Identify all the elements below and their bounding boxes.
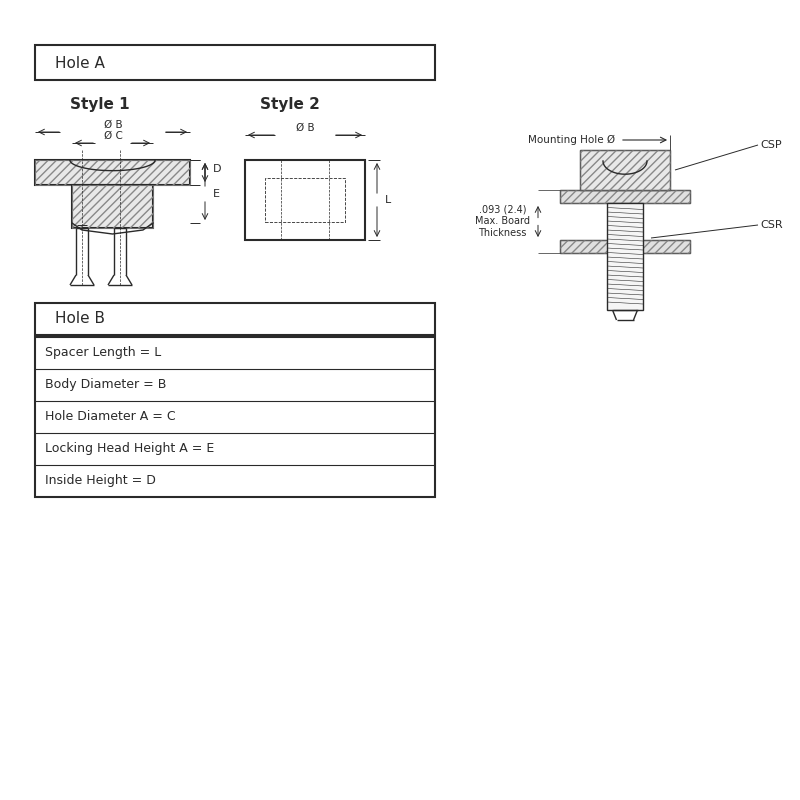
Text: Hole A: Hole A	[55, 57, 105, 71]
Text: Style 2: Style 2	[260, 98, 320, 113]
Text: .093 (2.4)
Max. Board
Thickness: .093 (2.4) Max. Board Thickness	[475, 205, 530, 238]
Bar	[35, 45, 435, 80]
Text: E: E	[213, 189, 220, 199]
Text: L: L	[385, 195, 391, 205]
Bar	[580, 150, 670, 190]
Bar	[580, 150, 670, 190]
Bar	[35, 160, 190, 185]
Bar	[560, 190, 690, 203]
Bar	[72, 185, 153, 228]
Text: Locking Head Height A = E: Locking Head Height A = E	[45, 442, 214, 455]
Bar	[265, 178, 345, 222]
Text: CSR: CSR	[760, 220, 782, 230]
Text: Ø B: Ø B	[296, 123, 314, 133]
Bar	[35, 303, 435, 335]
Text: D: D	[213, 165, 222, 174]
Bar	[35, 337, 435, 497]
Text: Style 1: Style 1	[70, 98, 130, 113]
Bar	[72, 185, 153, 228]
Bar	[35, 160, 190, 185]
Text: Mounting Hole Ø: Mounting Hole Ø	[528, 135, 615, 145]
Text: Hole Diameter A = C: Hole Diameter A = C	[45, 410, 176, 423]
Bar	[607, 203, 643, 310]
Bar	[245, 160, 365, 240]
Text: Spacer Length = L: Spacer Length = L	[45, 346, 162, 359]
Text: Body Diameter = B: Body Diameter = B	[45, 378, 166, 391]
Text: Hole B: Hole B	[55, 311, 105, 326]
Text: Ø B: Ø B	[104, 120, 122, 130]
Text: CSP: CSP	[760, 140, 782, 150]
Text: Inside Height = D: Inside Height = D	[45, 474, 156, 487]
Bar	[560, 240, 690, 253]
Text: Ø C: Ø C	[103, 131, 122, 141]
Bar	[560, 240, 690, 253]
Bar	[560, 190, 690, 203]
